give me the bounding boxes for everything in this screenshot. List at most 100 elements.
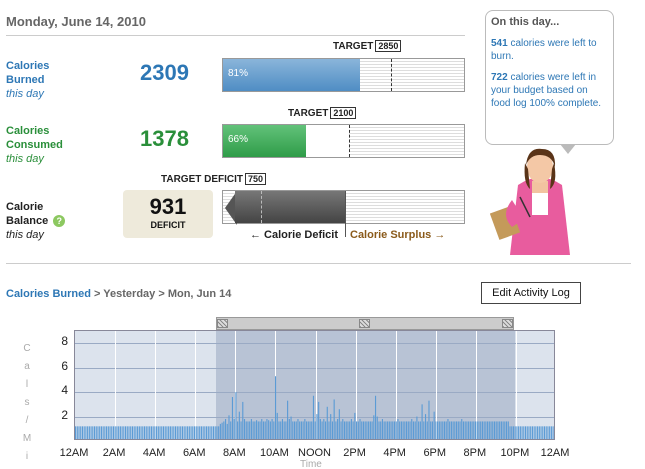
chart-bar — [212, 426, 215, 439]
chart-bar — [271, 419, 273, 439]
y-tick-label: 6 — [61, 358, 68, 373]
chart-bar — [204, 426, 206, 439]
chart-bar — [473, 421, 475, 439]
chart-bar — [519, 426, 521, 439]
chart-bar — [119, 426, 121, 439]
chart-bar — [209, 426, 211, 439]
chart-bar — [326, 406, 328, 439]
chart-bar — [112, 426, 115, 439]
chart-bar — [216, 426, 218, 439]
chart-bar — [159, 426, 161, 439]
chart-bar — [507, 421, 509, 439]
chart-bar — [361, 421, 363, 439]
chart-bar — [462, 421, 465, 439]
chart-bar — [512, 426, 515, 439]
chart-bar — [466, 421, 468, 439]
deficit-box: 931 DEFICIT — [123, 190, 213, 238]
chart-bar — [75, 426, 77, 439]
chart-bar — [418, 421, 420, 439]
burned-target-label: TARGET — [333, 41, 374, 52]
chart-bar — [123, 426, 125, 439]
chart-gridline-v — [315, 331, 317, 439]
chart-bar — [383, 421, 385, 439]
consumed-bar-blank — [306, 125, 349, 157]
chart-bar — [161, 426, 163, 439]
bubble-line-1-number: 541 — [491, 38, 508, 49]
chart-bar — [443, 421, 446, 439]
consumed-target-label: TARGET — [288, 108, 329, 119]
range-right-handle[interactable] — [502, 319, 513, 328]
x-tick-label: 6AM — [182, 447, 206, 459]
chart-bar — [211, 426, 213, 439]
chart-bar — [319, 419, 321, 439]
chart-bar — [499, 421, 501, 439]
bubble-title: On this day... — [491, 16, 560, 28]
chart-gridline-h — [75, 343, 554, 345]
chart-bar — [256, 420, 258, 439]
balance-label: Calorie Balance — [6, 201, 49, 227]
chart-bar — [399, 421, 401, 439]
range-center-grip[interactable] — [359, 319, 370, 328]
chart-bar — [485, 421, 487, 439]
chart-bar — [100, 426, 102, 439]
chart-bar — [307, 421, 309, 439]
y-axis-title-char: C — [23, 343, 31, 354]
chart-bar — [299, 421, 301, 439]
burned-target-value: 2850 — [375, 40, 402, 52]
chart-bar — [138, 426, 140, 439]
chart-gridline-v — [235, 331, 237, 439]
chart-bar — [431, 421, 433, 439]
chart-bar — [476, 421, 478, 439]
x-tick-label: 6PM — [423, 447, 447, 459]
help-icon[interactable]: ? — [53, 215, 66, 228]
breadcrumb-link-calories-burned[interactable]: Calories Burned — [6, 288, 91, 300]
chart-bar — [206, 426, 208, 439]
chart-bar — [261, 419, 263, 439]
chart-bar — [538, 426, 540, 439]
chart-bar — [550, 426, 552, 439]
chart-bar — [106, 426, 108, 439]
chart-bar — [345, 421, 347, 439]
chart-bar — [311, 421, 313, 439]
chart-bar — [76, 426, 78, 439]
chart-bar — [333, 399, 335, 439]
chart-bar — [364, 421, 366, 439]
chart-bar — [156, 426, 158, 439]
chart-bar — [200, 426, 202, 439]
chart-range-scrollbar[interactable] — [216, 317, 514, 330]
consumed-percent: 66% — [228, 134, 249, 145]
chart-gridline-h — [75, 392, 554, 394]
chart-bar — [474, 421, 477, 439]
chart-bar — [459, 421, 461, 439]
chart-bar — [424, 414, 427, 439]
chart-bar — [230, 421, 232, 439]
chart-bar — [109, 426, 111, 439]
chart-bar — [143, 426, 146, 439]
chart-bar — [300, 421, 302, 439]
chart-bar — [242, 401, 244, 439]
chart-bar — [445, 421, 447, 439]
chart-bar — [323, 419, 325, 439]
chart-bar — [126, 426, 128, 439]
range-left-handle[interactable] — [217, 319, 228, 328]
chart-bar — [426, 421, 428, 439]
chart-bar — [97, 426, 99, 439]
chart-bar — [280, 421, 282, 439]
chart-bar — [257, 421, 259, 439]
chart-bar — [495, 421, 497, 439]
chart-bar — [318, 401, 320, 439]
x-tick-label: 4PM — [383, 447, 406, 459]
y-axis-title-char: i — [25, 451, 29, 462]
chart-bar — [240, 421, 242, 439]
chart-bar — [354, 412, 356, 439]
chart-bar — [421, 404, 423, 439]
edit-activity-log-button[interactable]: Edit Activity Log — [481, 282, 581, 304]
x-tick-label: NOON — [298, 447, 331, 459]
chart-bar — [243, 419, 246, 439]
chart-bar — [371, 421, 373, 439]
consumed-bar: 66% — [222, 124, 465, 158]
chart-bar — [502, 421, 504, 439]
chart-bar — [530, 426, 532, 439]
chart-bar — [162, 426, 165, 439]
date-heading: Monday, June 14, 2010 — [6, 14, 146, 29]
